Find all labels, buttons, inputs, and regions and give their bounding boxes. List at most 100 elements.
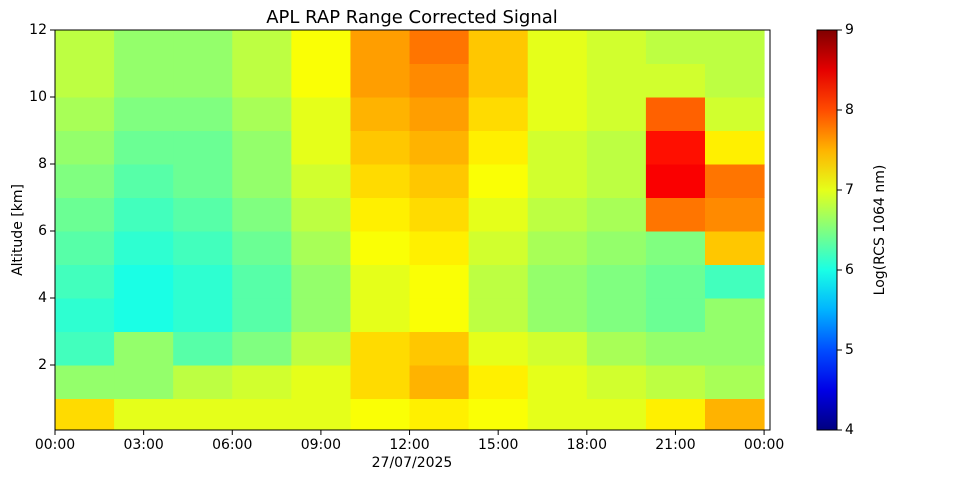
heatmap-cell <box>409 197 470 232</box>
heatmap-cell <box>586 30 647 65</box>
heatmap-cell <box>173 398 233 430</box>
x-tick-label: 21:00 <box>655 437 695 453</box>
heatmap <box>55 30 765 430</box>
heatmap-cell <box>114 264 174 299</box>
x-tick-label: 00:00 <box>35 437 75 453</box>
heatmap-cell <box>173 130 233 165</box>
x-tick-label: 18:00 <box>567 437 607 453</box>
heatmap-cell <box>586 331 647 366</box>
heatmap-cell <box>114 331 174 366</box>
y-tick-label: 10 <box>29 89 47 105</box>
y-tick-label: 8 <box>38 156 47 172</box>
heatmap-cell <box>468 398 529 430</box>
heatmap-cell <box>409 63 470 98</box>
colorbar-tick-label: 4 <box>845 422 854 438</box>
heatmap-cell <box>55 97 115 132</box>
heatmap-cell <box>114 63 174 98</box>
heatmap-cell <box>232 298 292 333</box>
colorbar-label: Log(RCS 1064 nm) <box>872 165 888 296</box>
heatmap-cell <box>55 30 115 65</box>
heatmap-cell <box>527 97 588 132</box>
heatmap-cell <box>173 30 233 65</box>
heatmap-cell <box>586 130 647 165</box>
heatmap-cell <box>645 231 706 266</box>
heatmap-cell <box>409 264 470 299</box>
heatmap-cell <box>468 97 529 132</box>
heatmap-cell <box>291 97 351 132</box>
heatmap-cell <box>527 331 588 366</box>
heatmap-cell <box>114 298 174 333</box>
heatmap-cell <box>350 97 411 132</box>
heatmap-cell <box>173 298 233 333</box>
heatmap-cell <box>527 130 588 165</box>
heatmap-cell <box>468 164 529 199</box>
colorbar-tick-label: 6 <box>845 262 854 278</box>
heatmap-cell <box>705 97 765 132</box>
heatmap-cell <box>173 264 233 299</box>
colorbar-tick-label: 8 <box>845 102 854 118</box>
heatmap-cell <box>527 231 588 266</box>
heatmap-cell <box>645 63 706 98</box>
x-axis-label: 27/07/2025 <box>372 455 453 471</box>
heatmap-cell <box>705 264 765 299</box>
heatmap-cell <box>645 197 706 232</box>
heatmap-cell <box>409 164 470 199</box>
heatmap-cell <box>705 398 765 430</box>
heatmap-cell <box>114 231 174 266</box>
heatmap-cell <box>232 264 292 299</box>
heatmap-cell <box>645 298 706 333</box>
heatmap-cell <box>409 365 470 400</box>
heatmap-cell <box>705 164 765 199</box>
heatmap-cell <box>173 231 233 266</box>
heatmap-cell <box>705 298 765 333</box>
heatmap-cell <box>468 130 529 165</box>
y-axis-label: Altitude [km] <box>10 184 26 276</box>
heatmap-cell <box>409 130 470 165</box>
heatmap-cell <box>527 30 588 65</box>
heatmap-cell <box>55 298 115 333</box>
heatmap-cell <box>527 298 588 333</box>
heatmap-cell <box>114 197 174 232</box>
heatmap-cell <box>232 231 292 266</box>
heatmap-cell <box>468 264 529 299</box>
y-tick-label: 4 <box>38 290 47 306</box>
heatmap-cell <box>173 331 233 366</box>
chart-title: APL RAP Range Corrected Signal <box>266 7 558 28</box>
heatmap-cell <box>645 30 706 65</box>
heatmap-cell <box>645 365 706 400</box>
x-tick-label: 03:00 <box>123 437 163 453</box>
heatmap-cell <box>705 231 765 266</box>
heatmap-cell <box>55 264 115 299</box>
heatmap-cell <box>173 197 233 232</box>
heatmap-cell <box>291 30 351 65</box>
heatmap-cell <box>645 331 706 366</box>
heatmap-cell <box>350 398 411 430</box>
heatmap-cell <box>705 63 765 98</box>
y-tick-label: 6 <box>38 223 47 239</box>
heatmap-cell <box>645 164 706 199</box>
heatmap-cell <box>527 264 588 299</box>
heatmap-cell <box>55 398 115 430</box>
colorbar-tick-label: 9 <box>845 22 854 38</box>
heatmap-cell <box>173 97 233 132</box>
heatmap-cell <box>468 231 529 266</box>
heatmap-cell <box>705 130 765 165</box>
heatmap-cell <box>232 63 292 98</box>
heatmap-cell <box>527 365 588 400</box>
heatmap-cell <box>705 30 765 65</box>
x-tick-label: 00:00 <box>744 437 784 453</box>
heatmap-cell <box>173 164 233 199</box>
heatmap-cell <box>114 398 174 430</box>
heatmap-cell <box>409 231 470 266</box>
plot-frame <box>54 29 771 431</box>
heatmap-cell <box>468 365 529 400</box>
heatmap-cell <box>232 130 292 165</box>
heatmap-cell <box>527 197 588 232</box>
heatmap-cell <box>232 365 292 400</box>
heatmap-cell <box>705 331 765 366</box>
heatmap-cell <box>173 63 233 98</box>
y-tick-label: 2 <box>38 357 47 373</box>
heatmap-cell <box>527 63 588 98</box>
heatmap-cell <box>291 298 351 333</box>
heatmap-cell <box>409 298 470 333</box>
